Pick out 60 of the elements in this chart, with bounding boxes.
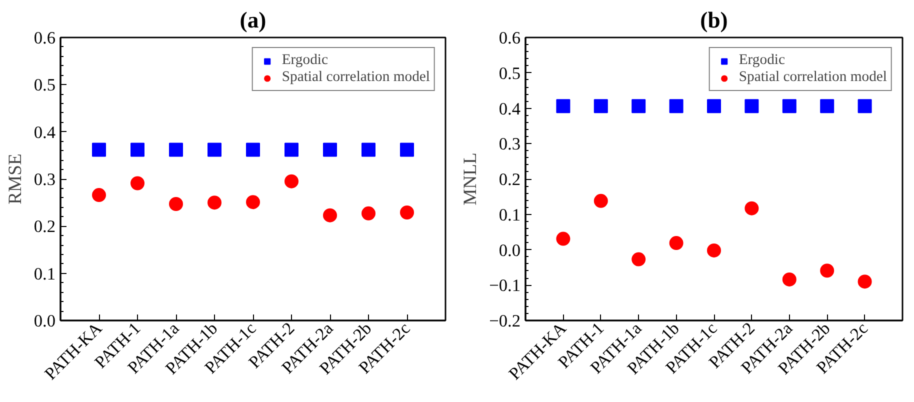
point [858,274,872,289]
point [707,99,721,114]
y-tick-label: 0.5 [498,64,521,83]
legend-label: Ergodic [282,52,328,69]
point [400,142,414,157]
point [632,252,646,266]
y-tick-label: 0.2 [498,170,521,189]
point [208,196,222,210]
point [246,195,260,210]
y-tick-label: 0.0 [498,240,521,260]
y-tick-label: 0.0 [34,312,56,330]
point [556,232,570,246]
y-tick-label: 0.6 [498,28,521,48]
y-axis-title: RMSE [4,154,26,204]
point [632,99,646,114]
point [556,99,570,114]
y-tick-label: 0.6 [34,28,56,48]
point [169,197,183,211]
point [92,142,106,157]
point [92,188,106,202]
y-tick-label: 0.5 [34,76,56,95]
y-tick-label: 0.1 [498,205,521,224]
point [858,99,872,114]
y-tick-label: 0.1 [34,264,56,284]
point [362,142,376,157]
y-tick-label: −0.1 [489,276,521,296]
point [400,206,414,220]
point [594,99,608,114]
point [594,194,608,208]
y-axis-title: MNLL [460,152,482,206]
chart-title: (a) [240,8,266,32]
point [820,99,834,114]
point [130,142,144,157]
point [744,99,759,114]
point [284,142,298,157]
point [208,142,222,157]
point [744,201,759,216]
point [820,264,834,278]
point [169,142,183,157]
point [669,236,684,250]
legend-label: Ergodic [738,52,785,69]
y-tick-label: 0.2 [34,217,56,236]
point [284,174,298,188]
point [246,142,260,157]
y-tick-label: 0.3 [498,134,521,154]
y-tick-label: −0.2 [489,312,521,330]
point [782,99,796,114]
y-tick-label: 0.4 [498,99,521,118]
point [362,206,376,220]
point [323,142,337,157]
point [669,99,684,114]
chart-title: (b) [700,8,728,32]
point [130,176,144,190]
point [782,272,796,286]
y-tick-label: 0.3 [34,170,56,189]
point [707,243,721,258]
legend-label: Spatial correlation model [738,69,887,86]
legend-label: Spatial correlation model [282,69,430,86]
point [323,208,337,222]
y-tick-label: 0.4 [34,122,56,142]
